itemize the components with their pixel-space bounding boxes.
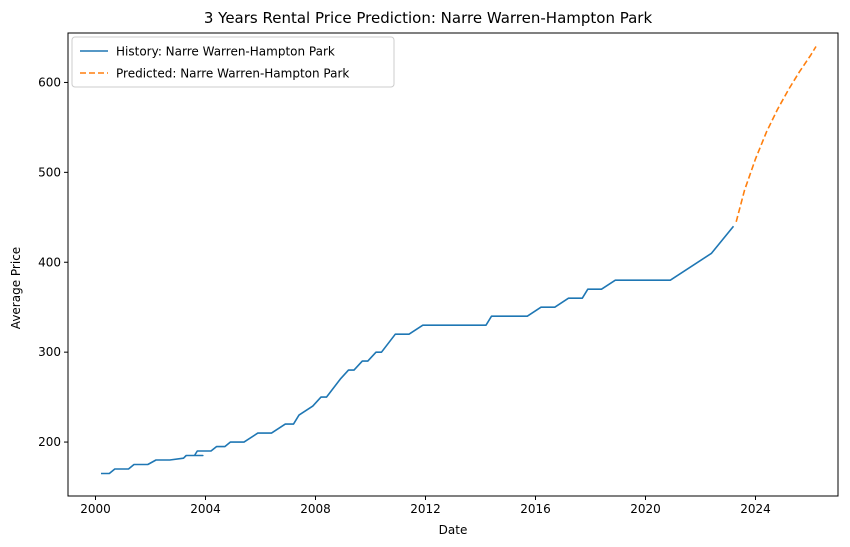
x-tick-label: 2004 — [190, 502, 221, 516]
legend-label-history: History: Narre Warren-Hampton Park — [116, 45, 335, 59]
series-line-history — [101, 225, 735, 475]
y-tick-label: 300 — [38, 345, 61, 359]
y-tick-label: 500 — [38, 165, 61, 179]
legend-label-predicted: Predicted: Narre Warren-Hampton Park — [116, 67, 349, 81]
x-tick-label: 2000 — [80, 502, 111, 516]
y-tick-label: 400 — [38, 255, 61, 269]
axes-frame — [67, 32, 839, 497]
legend-box — [71, 36, 395, 88]
x-axis-label: Date — [439, 523, 468, 537]
x-axis-ticks: 2000 2004 2008 2012 2016 2020 2024 — [80, 496, 771, 516]
y-axis-ticks: 200 300 400 500 600 — [38, 75, 68, 449]
y-tick-label: 600 — [38, 75, 61, 89]
legend: History: Narre Warren-Hampton Park Predi… — [71, 36, 395, 88]
x-tick-label: 2008 — [300, 502, 331, 516]
x-tick-label: 2012 — [410, 502, 441, 516]
plot-area — [101, 46, 817, 475]
x-tick-label: 2024 — [740, 502, 771, 516]
y-axis-label: Average Price — [9, 247, 23, 329]
x-tick-label: 2020 — [630, 502, 661, 516]
x-tick-label: 2016 — [520, 502, 551, 516]
y-tick-label: 200 — [38, 435, 61, 449]
chart-title: 3 Years Rental Price Prediction: Narre W… — [204, 9, 653, 27]
series-line-predicted — [735, 46, 817, 223]
